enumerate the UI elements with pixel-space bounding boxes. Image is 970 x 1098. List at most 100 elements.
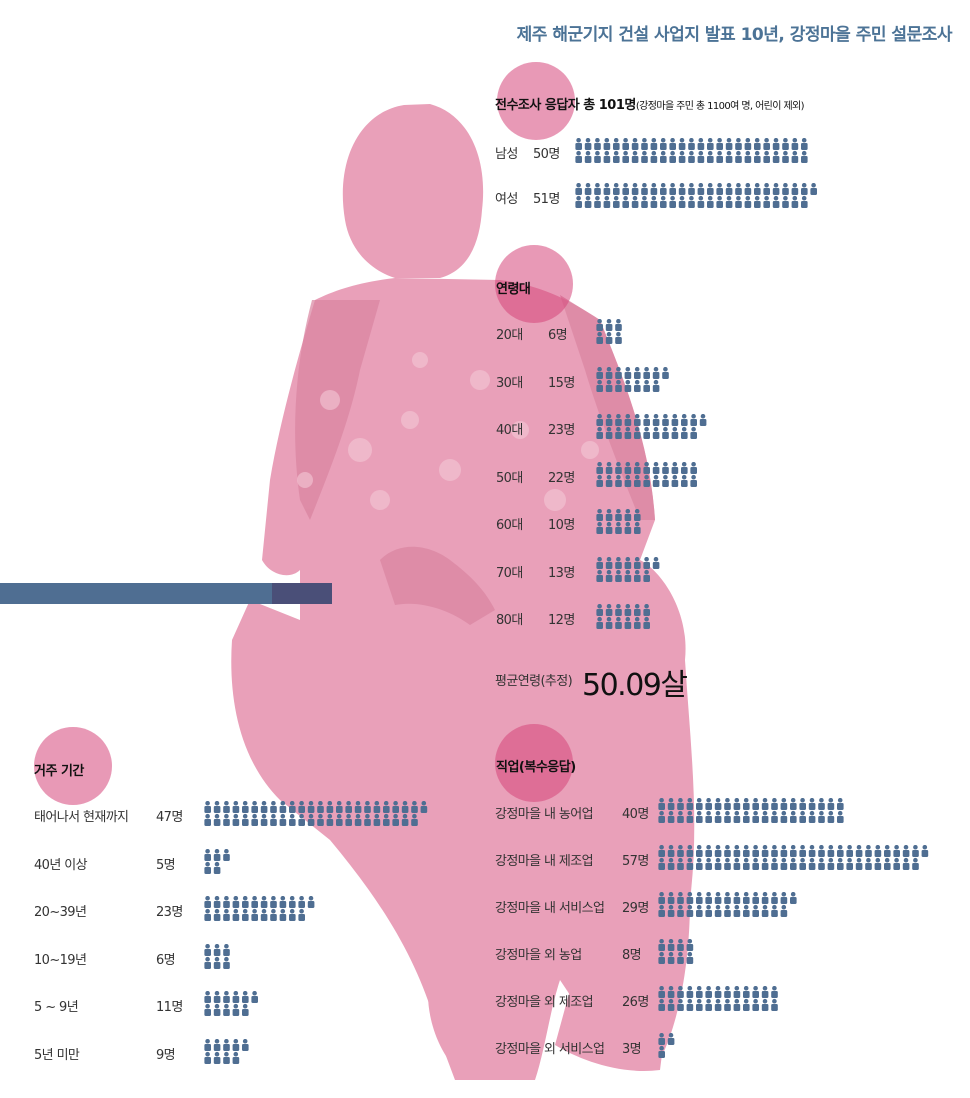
person-icon [650,183,658,195]
person-icon [634,366,641,379]
person-icon [658,904,665,917]
person-icon [808,810,816,823]
person-icon [596,556,603,569]
person-icon [317,801,324,813]
pictograph-row [596,509,641,534]
person-icon [790,810,797,823]
person-icon [667,998,675,1011]
person-icon [603,150,611,163]
pictograph-row [575,183,817,208]
person-icon [411,801,418,813]
person-icon [242,1003,249,1016]
pictograph-row [204,848,230,874]
pictograph-row [658,986,778,1011]
person-icon [213,801,221,813]
category-label: 80대 [496,613,523,628]
person-icon [782,138,789,150]
person-icon [818,845,825,857]
person-icon [605,616,613,629]
person-icon [771,798,778,810]
person-icon [345,813,352,826]
person-icon [714,810,722,823]
person-icon [780,904,788,917]
person-icon [714,845,722,857]
person-icon [624,521,632,534]
person-icon [392,801,399,813]
section-title-residence: 거주 기간 [34,764,84,779]
person-icon [242,1038,249,1051]
person-icon [671,474,679,487]
average-age-value: 50.09살 [582,668,688,703]
person-icon [420,801,428,813]
person-icon [790,857,797,870]
value-label: 23명 [156,905,183,920]
person-icon [686,951,694,964]
person-icon [364,813,371,826]
person-icon [696,986,703,998]
person-icon [242,801,249,813]
person-icon [605,319,613,331]
value-label: 6명 [548,328,568,343]
person-icon [716,195,723,208]
person-icon [660,138,667,150]
person-icon [204,991,211,1003]
person-icon [724,998,731,1011]
person-icon [705,798,712,810]
category-label: 5년 미만 [34,1047,80,1063]
person-icon [677,892,684,904]
person-icon [615,521,622,534]
decorative-band-overlap [272,583,332,604]
category-label: 강정마을 내 제조업 [495,854,594,869]
person-icon [622,183,629,195]
person-icon [696,904,703,917]
person-icon [690,461,697,474]
person-icon [733,798,741,810]
person-icon [326,813,334,826]
pictograph-row [204,801,428,826]
person-icon [791,150,799,163]
person-icon [251,896,258,908]
person-icon [658,951,665,964]
person-icon [724,857,731,870]
person-icon [724,986,731,998]
person-icon [613,195,620,208]
person-icon [652,379,660,392]
person-icon [697,183,705,195]
person-icon [345,801,352,813]
category-label: 강정마을 내 서비스업 [495,901,605,916]
person-icon [270,908,277,921]
person-icon [780,857,788,870]
person-icon [752,857,759,870]
person-icon [667,798,675,810]
person-icon [596,379,603,392]
person-icon [705,904,712,917]
person-icon [594,138,601,150]
person-icon [771,857,778,870]
person-icon [808,798,816,810]
person-icon [771,904,778,917]
person-icon [733,845,741,857]
person-icon [615,474,622,487]
person-icon [837,798,844,810]
person-icon [743,857,750,870]
value-label: 9명 [156,1047,176,1063]
person-icon [643,414,650,426]
person-icon [204,861,211,874]
person-icon [761,845,769,857]
person-icon [818,798,825,810]
person-icon [714,857,722,870]
person-icon [624,414,632,426]
person-icon [615,569,622,582]
person-icon [615,426,622,439]
person-icon [763,195,770,208]
person-icon [392,813,399,826]
person-icon [213,908,221,921]
decorative-band [0,583,272,604]
category-label: 40년 이상 [34,857,88,873]
person-icon [213,943,221,956]
category-label: 여성 [495,192,518,207]
person-icon [232,813,240,826]
person-icon [865,845,872,857]
person-icon [677,857,684,870]
person-icon [213,956,221,969]
